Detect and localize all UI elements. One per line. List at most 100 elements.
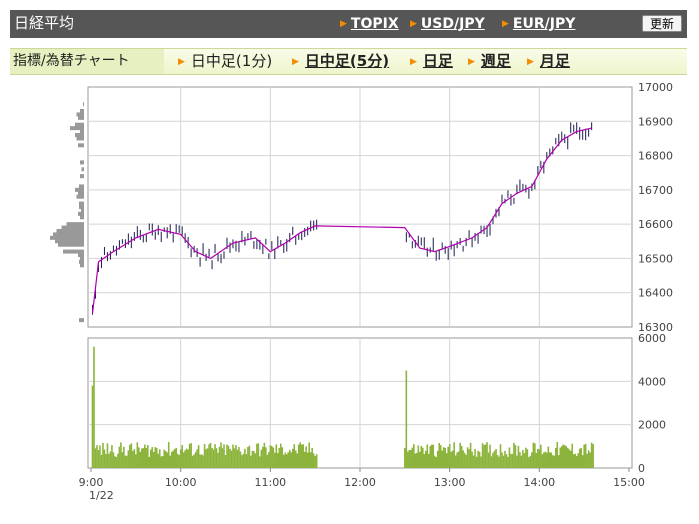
price-histogram-bar bbox=[80, 263, 84, 268]
price-histogram-bar bbox=[80, 160, 84, 165]
volume-bar bbox=[413, 444, 415, 468]
arrow-right-icon: ▶ bbox=[292, 57, 299, 67]
volume-bar bbox=[265, 447, 267, 468]
price-histogram-bar bbox=[79, 259, 84, 264]
volume-bar bbox=[176, 453, 179, 468]
volume-bar bbox=[205, 449, 207, 468]
volume-bar bbox=[239, 451, 242, 468]
volume-bar bbox=[226, 444, 228, 468]
volume-bar bbox=[411, 447, 414, 468]
price-histogram-bar bbox=[53, 232, 84, 237]
volume-bar bbox=[421, 447, 424, 468]
volume-bar bbox=[460, 445, 463, 468]
volume-bar bbox=[268, 452, 270, 468]
volume-bar bbox=[516, 455, 518, 468]
volume-bar bbox=[136, 442, 139, 468]
volume-bar bbox=[230, 450, 233, 468]
price-histogram-bar bbox=[80, 109, 84, 113]
volume-bar bbox=[499, 444, 502, 468]
price-histogram-bar bbox=[80, 129, 84, 134]
volume-bar bbox=[592, 444, 594, 468]
price-histogram-bar bbox=[63, 249, 84, 254]
volume-bar bbox=[578, 448, 581, 468]
tab-intraday-5min[interactable]: ▶ 日中足(5分) bbox=[292, 49, 389, 74]
volume-bar bbox=[580, 448, 582, 468]
volume-bar bbox=[453, 442, 455, 468]
volume-bar bbox=[569, 450, 572, 468]
volume-bar bbox=[275, 444, 278, 468]
volume-bar bbox=[175, 447, 177, 468]
volume-bar bbox=[194, 452, 197, 468]
volume-bar bbox=[232, 444, 234, 468]
volume-bar bbox=[423, 454, 426, 468]
refresh-button[interactable]: 更新 bbox=[642, 15, 682, 32]
volume-bar bbox=[284, 452, 287, 468]
volume-bar bbox=[544, 451, 547, 468]
volume-bar bbox=[454, 455, 457, 468]
volume-bar bbox=[211, 448, 213, 468]
link-topix[interactable]: ▶ TOPIX bbox=[340, 16, 399, 32]
tab-daily[interactable]: ▶ 日足 bbox=[410, 49, 453, 74]
volume-bar bbox=[145, 448, 148, 468]
volume-bar bbox=[303, 451, 306, 468]
volume-bar bbox=[223, 444, 225, 468]
price-histogram-bar bbox=[78, 115, 84, 120]
volume-bar bbox=[181, 445, 183, 468]
volume-bar bbox=[212, 449, 215, 468]
volume-bar bbox=[562, 444, 565, 468]
volume-bar bbox=[560, 446, 563, 468]
volume-bar bbox=[514, 445, 517, 468]
volume-bar bbox=[525, 447, 527, 468]
y-tick-label: 6000 bbox=[638, 332, 666, 345]
price-histogram-bar bbox=[66, 222, 84, 227]
volume-bar bbox=[190, 443, 192, 468]
volume-bar bbox=[572, 454, 575, 468]
volume-bar bbox=[282, 454, 285, 468]
volume-bar bbox=[540, 444, 542, 468]
volume-bar bbox=[109, 451, 112, 468]
volume-bar bbox=[586, 453, 588, 468]
volume-bar bbox=[297, 444, 300, 468]
volume-bar bbox=[505, 454, 508, 468]
volume-bar bbox=[553, 455, 556, 468]
volume-bar bbox=[161, 456, 164, 468]
tab-weekly[interactable]: ▶ 週足 bbox=[468, 49, 511, 74]
volume-bar bbox=[546, 452, 548, 468]
volume-bar bbox=[146, 445, 149, 468]
y-tick-label: 16600 bbox=[638, 218, 673, 231]
price-histogram-bar bbox=[81, 167, 84, 172]
volume-bar bbox=[408, 449, 411, 468]
price-histogram-bar bbox=[78, 211, 84, 216]
volume-bar bbox=[568, 449, 571, 468]
volume-bar bbox=[475, 456, 478, 468]
volume-bar bbox=[510, 453, 512, 468]
price-histogram-bar bbox=[61, 225, 84, 230]
volume-bar bbox=[414, 453, 417, 468]
volume-bar bbox=[227, 445, 230, 468]
volume-bar bbox=[102, 442, 104, 468]
volume-bar bbox=[141, 448, 143, 468]
volume-bar bbox=[537, 448, 539, 468]
volume-bar bbox=[483, 444, 485, 468]
volume-bar bbox=[418, 451, 421, 468]
arrow-right-icon: ▶ bbox=[340, 19, 347, 29]
volume-bar bbox=[575, 455, 578, 468]
volume-bar bbox=[563, 445, 566, 468]
volume-bar bbox=[220, 442, 222, 468]
volume-bar bbox=[501, 452, 503, 468]
volume-bar bbox=[535, 452, 538, 468]
link-usd-jpy[interactable]: ▶ USD/JPY bbox=[410, 16, 485, 32]
price-histogram-bar bbox=[79, 184, 84, 189]
volume-bar bbox=[99, 445, 101, 468]
price-histogram-bar bbox=[75, 122, 84, 127]
volume-bar bbox=[426, 444, 429, 468]
tab-monthly[interactable]: ▶ 月足 bbox=[527, 49, 570, 74]
volume-bar bbox=[120, 442, 122, 468]
volume-bar bbox=[167, 442, 170, 468]
volume-bar bbox=[254, 453, 257, 468]
price-histogram-bar bbox=[83, 102, 84, 107]
volume-bar bbox=[507, 456, 509, 468]
link-eur-jpy[interactable]: ▶ EUR/JPY bbox=[502, 16, 576, 32]
volume-bar bbox=[197, 445, 200, 468]
